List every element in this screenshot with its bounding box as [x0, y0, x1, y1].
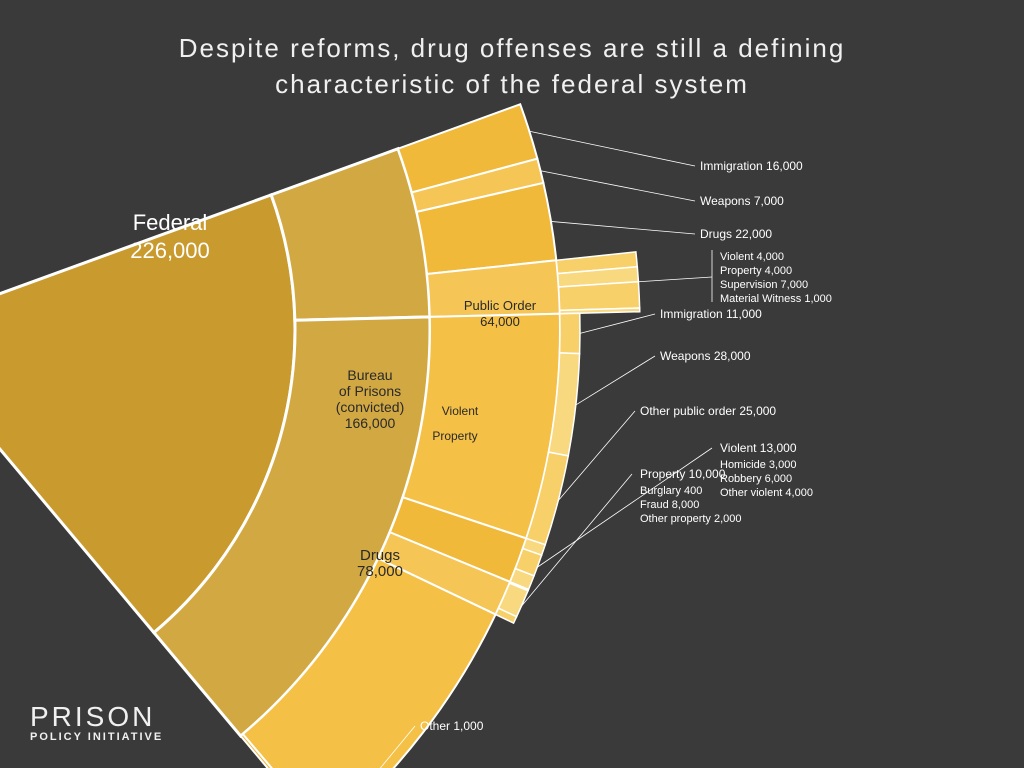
svg-text:Other public order 25,000: Other public order 25,000	[640, 404, 776, 418]
svg-text:Property 4,000: Property 4,000	[720, 265, 792, 277]
sunburst-chart: Federal226,000U.S. Marshals60,000Bureauo…	[0, 0, 1024, 768]
svg-text:Material Witness 1,000: Material Witness 1,000	[720, 293, 832, 305]
svg-text:Property 10,000: Property 10,000	[640, 467, 726, 481]
svg-text:64,000: 64,000	[480, 314, 520, 329]
svg-text:Federal: Federal	[133, 210, 208, 235]
svg-text:Drugs 22,000: Drugs 22,000	[700, 227, 772, 241]
svg-text:Property: Property	[432, 429, 477, 443]
svg-text:Immigration 16,000: Immigration 16,000	[700, 159, 803, 173]
svg-text:Fraud 8,000: Fraud 8,000	[640, 499, 699, 511]
svg-text:Bureau: Bureau	[347, 367, 392, 383]
svg-text:(convicted): (convicted)	[336, 399, 404, 415]
svg-text:78,000: 78,000	[357, 563, 403, 580]
svg-text:Burglary 400: Burglary 400	[640, 485, 702, 497]
svg-text:Homicide 3,000: Homicide 3,000	[720, 459, 796, 471]
svg-text:Drugs: Drugs	[360, 547, 400, 564]
logo: PRISON POLICY INITIATIVE	[30, 701, 163, 743]
svg-text:166,000: 166,000	[345, 415, 396, 431]
svg-text:Other property 2,000: Other property 2,000	[640, 513, 742, 525]
svg-text:Violent 4,000: Violent 4,000	[720, 251, 784, 263]
svg-text:Immigration 11,000: Immigration 11,000	[660, 307, 762, 321]
svg-text:Violent 13,000: Violent 13,000	[720, 441, 797, 455]
svg-text:Violent: Violent	[442, 404, 479, 418]
svg-text:226,000: 226,000	[130, 238, 210, 263]
logo-sub: POLICY INITIATIVE	[30, 731, 163, 743]
logo-main: PRISON	[30, 701, 163, 733]
svg-text:of Prisons: of Prisons	[339, 383, 401, 399]
svg-text:Public Order: Public Order	[464, 298, 537, 313]
svg-text:Supervision 7,000: Supervision 7,000	[720, 279, 808, 291]
svg-text:Robbery 6,000: Robbery 6,000	[720, 473, 792, 485]
svg-text:Other violent 4,000: Other violent 4,000	[720, 487, 813, 499]
svg-text:Weapons 28,000: Weapons 28,000	[660, 349, 751, 363]
svg-text:Other 1,000: Other 1,000	[420, 719, 484, 733]
svg-text:Weapons 7,000: Weapons 7,000	[700, 194, 784, 208]
